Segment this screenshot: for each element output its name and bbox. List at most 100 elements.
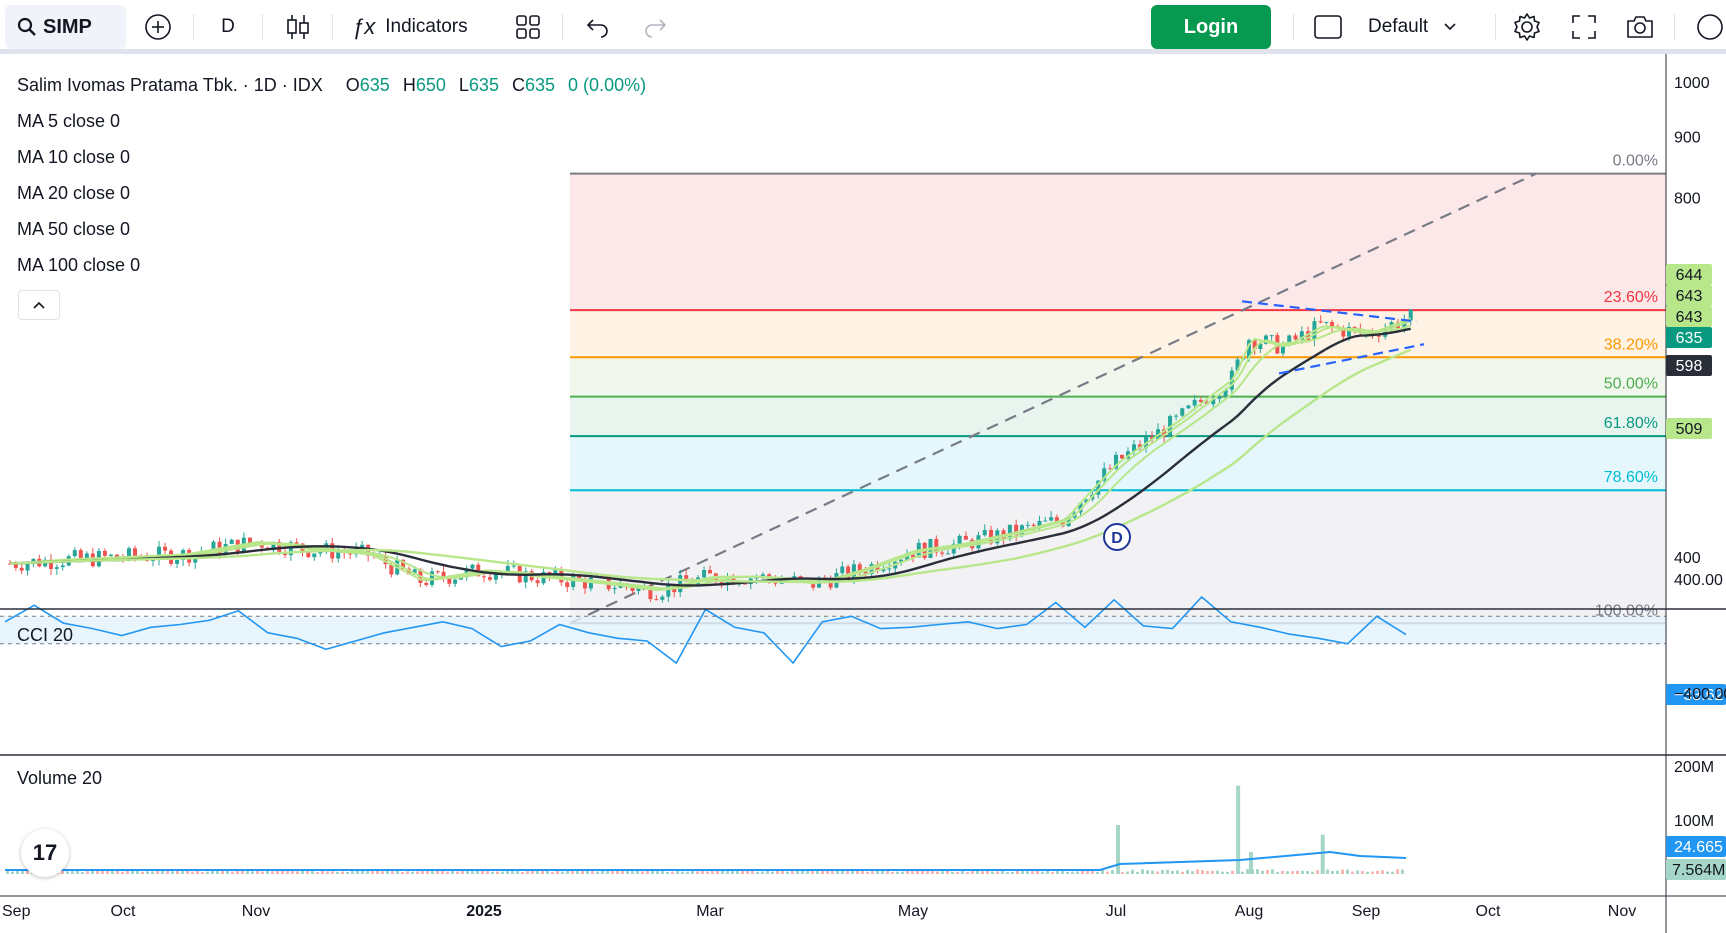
snapshot-button[interactable]: [1620, 0, 1660, 54]
volume-bar: [816, 870, 819, 874]
compare-button[interactable]: [138, 0, 178, 54]
layout-select-button[interactable]: [1312, 0, 1344, 54]
volume-bar: [1106, 871, 1109, 874]
candle-body: [1114, 454, 1118, 469]
candle-body: [288, 542, 293, 556]
candle-body: [1318, 321, 1323, 323]
volume-bar: [71, 870, 74, 874]
ma-10-legend[interactable]: MA 10 close 0: [17, 147, 131, 167]
candle-body: [1324, 321, 1329, 323]
volume-bar: [826, 869, 829, 874]
volume-bar: [596, 871, 599, 874]
volume-bar: [286, 869, 289, 874]
publish-button[interactable]: [1690, 0, 1726, 54]
indicators-button[interactable]: ƒx Indicators: [352, 0, 487, 54]
volume-bar: [1091, 869, 1094, 874]
ma-20-line: [9, 324, 1411, 590]
candle-body: [1198, 399, 1203, 402]
fib-level-label: 78.60%: [1604, 469, 1658, 486]
chart-type-button[interactable]: [278, 0, 318, 54]
volume-bar: [66, 871, 69, 874]
ma-50-legend[interactable]: MA 50 close 0: [17, 219, 131, 239]
volume-bar: [611, 869, 614, 874]
volume-bar: [1011, 871, 1014, 874]
volume-bar: [1276, 871, 1279, 874]
time-axis-label: Sep: [1352, 903, 1381, 920]
volume-bar: [1041, 871, 1044, 874]
volume-bar: [1271, 869, 1274, 874]
volume-bar: [171, 871, 174, 874]
candle-body: [857, 564, 862, 572]
ma-5-legend[interactable]: MA 5 close 0: [17, 111, 121, 131]
volume-bar: [421, 869, 424, 874]
templates-button[interactable]: [508, 0, 548, 54]
volume-bar: [1391, 871, 1394, 874]
layout-name-dropdown[interactable]: Default: [1368, 0, 1478, 54]
candle-body: [535, 580, 540, 584]
volume-bar: [781, 870, 784, 874]
volume-bar: [496, 871, 499, 874]
volume-bar: [221, 869, 224, 874]
volume-bar: [91, 870, 94, 874]
candle-body: [648, 585, 653, 600]
volume-bar: [1281, 870, 1284, 874]
candle-body: [881, 569, 886, 572]
volume-bar: [371, 869, 374, 874]
symbol-label: SIMP: [43, 15, 92, 38]
candle-body: [678, 575, 683, 593]
volume-bar: [1376, 870, 1379, 874]
undo-button[interactable]: [578, 0, 618, 54]
candle-body: [49, 559, 54, 569]
candle-body: [435, 571, 440, 573]
volume-bar: [96, 870, 99, 874]
fib-level-label: 100.00%: [1595, 602, 1658, 619]
fx-icon: ƒx: [352, 14, 376, 39]
tradingview-logo[interactable]: 17: [21, 829, 69, 877]
settings-button[interactable]: [1507, 0, 1547, 54]
volume-bar: [26, 869, 29, 874]
chevron-down-icon: [1444, 23, 1456, 31]
candle-body: [306, 551, 311, 558]
candle-body: [1352, 326, 1357, 329]
volume-bar: [966, 871, 969, 874]
volume-bar: [461, 870, 464, 874]
volume-pane: [5, 785, 1407, 874]
fullscreen-button[interactable]: [1564, 0, 1604, 54]
candle-body: [84, 553, 89, 558]
cci-tick-label: −400.00: [1674, 686, 1726, 703]
candle-body: [72, 550, 77, 557]
volume-bar: [1201, 870, 1204, 874]
volume-legend[interactable]: Volume 20: [17, 768, 103, 788]
ma-100-legend[interactable]: MA 100 close 0: [17, 255, 141, 275]
interval-button[interactable]: D: [221, 16, 235, 37]
volume-bar: [756, 871, 759, 874]
ma-20-legend[interactable]: MA 20 close 0: [17, 183, 131, 203]
volume-spike-bar: [1116, 824, 1120, 874]
volume-bar: [976, 870, 979, 874]
volume-bar: [1136, 871, 1139, 874]
volume-bar: [1316, 870, 1319, 874]
candle-body: [453, 579, 458, 584]
symbol-search-button[interactable]: SIMP: [5, 5, 126, 49]
volume-bar: [166, 870, 169, 874]
redo-button[interactable]: [635, 0, 675, 54]
price-badge-label: 598: [1676, 358, 1703, 375]
volume-bar: [636, 870, 639, 874]
volume-bar: [246, 870, 249, 874]
cci-legend[interactable]: CCI 20: [17, 625, 74, 645]
volume-spike-bar: [1320, 834, 1325, 874]
legend-collapse-button[interactable]: [18, 290, 60, 320]
volume-bar: [1151, 870, 1154, 874]
volume-bar: [181, 870, 184, 874]
volume-bar: [321, 869, 324, 874]
candle-body: [1408, 309, 1413, 321]
candle-body: [1084, 499, 1089, 503]
volume-bar: [406, 871, 409, 874]
volume-bar: [951, 871, 954, 874]
candle-body: [127, 548, 132, 559]
volume-bar: [571, 869, 574, 874]
chart-canvas[interactable]: 0.00% 23.60% 38.20% 50.00% 61.80% 78.60% 100.0…: [0, 54, 1726, 933]
login-button[interactable]: Login: [1151, 5, 1271, 49]
ma-5-line: [9, 317, 1412, 592]
volume-bar: [746, 869, 749, 874]
